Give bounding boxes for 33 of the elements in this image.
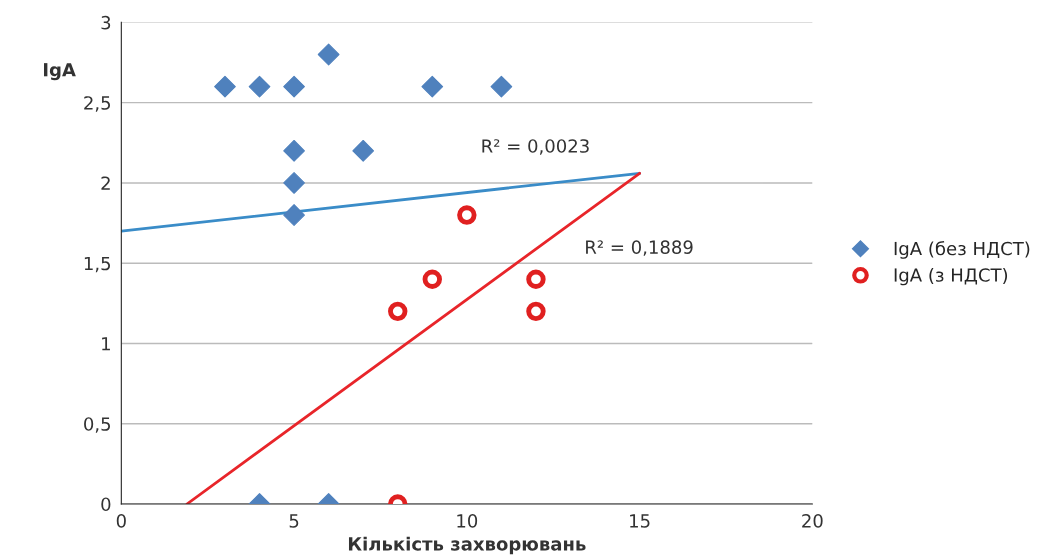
y-tick-label: 2,5 [84, 96, 111, 112]
y-tick-label: 1 [102, 337, 110, 351]
legend-label: IgA (з НДСТ) [894, 267, 1008, 286]
y-tick-label: 1,5 [84, 256, 111, 273]
point [422, 269, 442, 289]
y-tick-label: 3 [101, 15, 111, 30]
point [317, 43, 340, 66]
point [248, 75, 271, 98]
point [457, 205, 477, 225]
x-tick-label: 5 [289, 514, 299, 528]
point [526, 301, 546, 322]
point [526, 269, 546, 289]
y-tick-label: 0 [101, 497, 111, 512]
point [388, 301, 408, 322]
y-tick-label: 2 [101, 176, 110, 190]
point [283, 204, 305, 226]
x-tick-label: 15 [630, 514, 650, 528]
point [214, 75, 236, 98]
x-tick-label: 20 [802, 514, 823, 528]
legend-label: IgA (без НДСТ) [894, 241, 1030, 259]
y-axis-title: IgA [43, 63, 76, 81]
x-axis-title: Кількість захворювань [348, 536, 586, 555]
point [421, 75, 444, 98]
y-tick-label: 0,5 [84, 417, 111, 433]
point [352, 139, 375, 162]
point [490, 75, 513, 98]
point [283, 172, 305, 194]
annotation: R² = 0,1889 [586, 240, 693, 256]
x-tick-label: 0 [116, 514, 126, 528]
point [283, 75, 305, 98]
x-tick-label: 10 [457, 514, 478, 528]
annotation: R² = 0,0023 [482, 139, 589, 155]
point [283, 139, 305, 162]
